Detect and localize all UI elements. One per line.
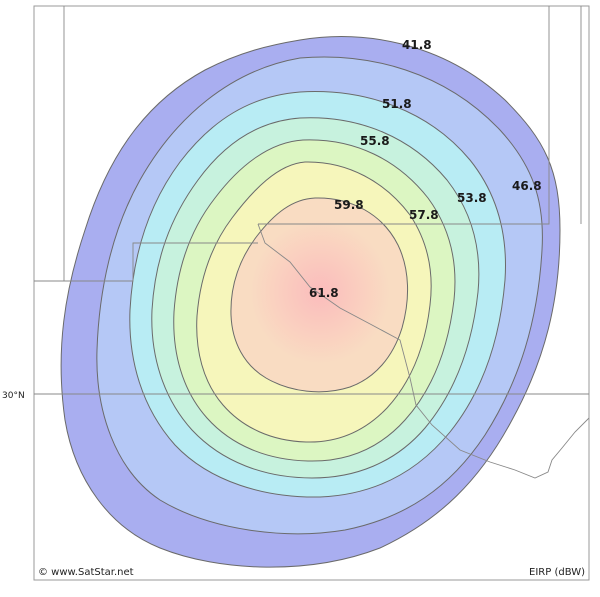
border-east-horizontal <box>258 6 550 225</box>
contour-label-51-8: 51.8 <box>382 97 412 111</box>
copyright-text: © www.SatStar.net <box>38 567 134 578</box>
contour-label-46-8: 46.8 <box>512 179 542 193</box>
eirp-bands <box>60 36 561 568</box>
latitude-label: 30°N <box>2 391 25 401</box>
contour-label-57-8: 57.8 <box>409 208 439 222</box>
contour-labels: 41.8 46.8 51.8 53.8 55.8 57.8 59.8 61.8 <box>309 38 542 300</box>
contour-label-61-8: 61.8 <box>309 286 339 300</box>
legend-unit-text: EIRP (dBW) <box>529 567 585 578</box>
river-border <box>257 223 590 479</box>
band-61-8 <box>250 220 390 364</box>
border-west-horizontal <box>34 242 258 282</box>
contour-label-53-8: 53.8 <box>457 191 487 205</box>
contour-label-59-8: 59.8 <box>334 198 364 212</box>
contour-label-41-8: 41.8 <box>402 38 432 52</box>
boundary-lines <box>34 6 590 479</box>
contour-label-55-8: 55.8 <box>360 134 390 148</box>
